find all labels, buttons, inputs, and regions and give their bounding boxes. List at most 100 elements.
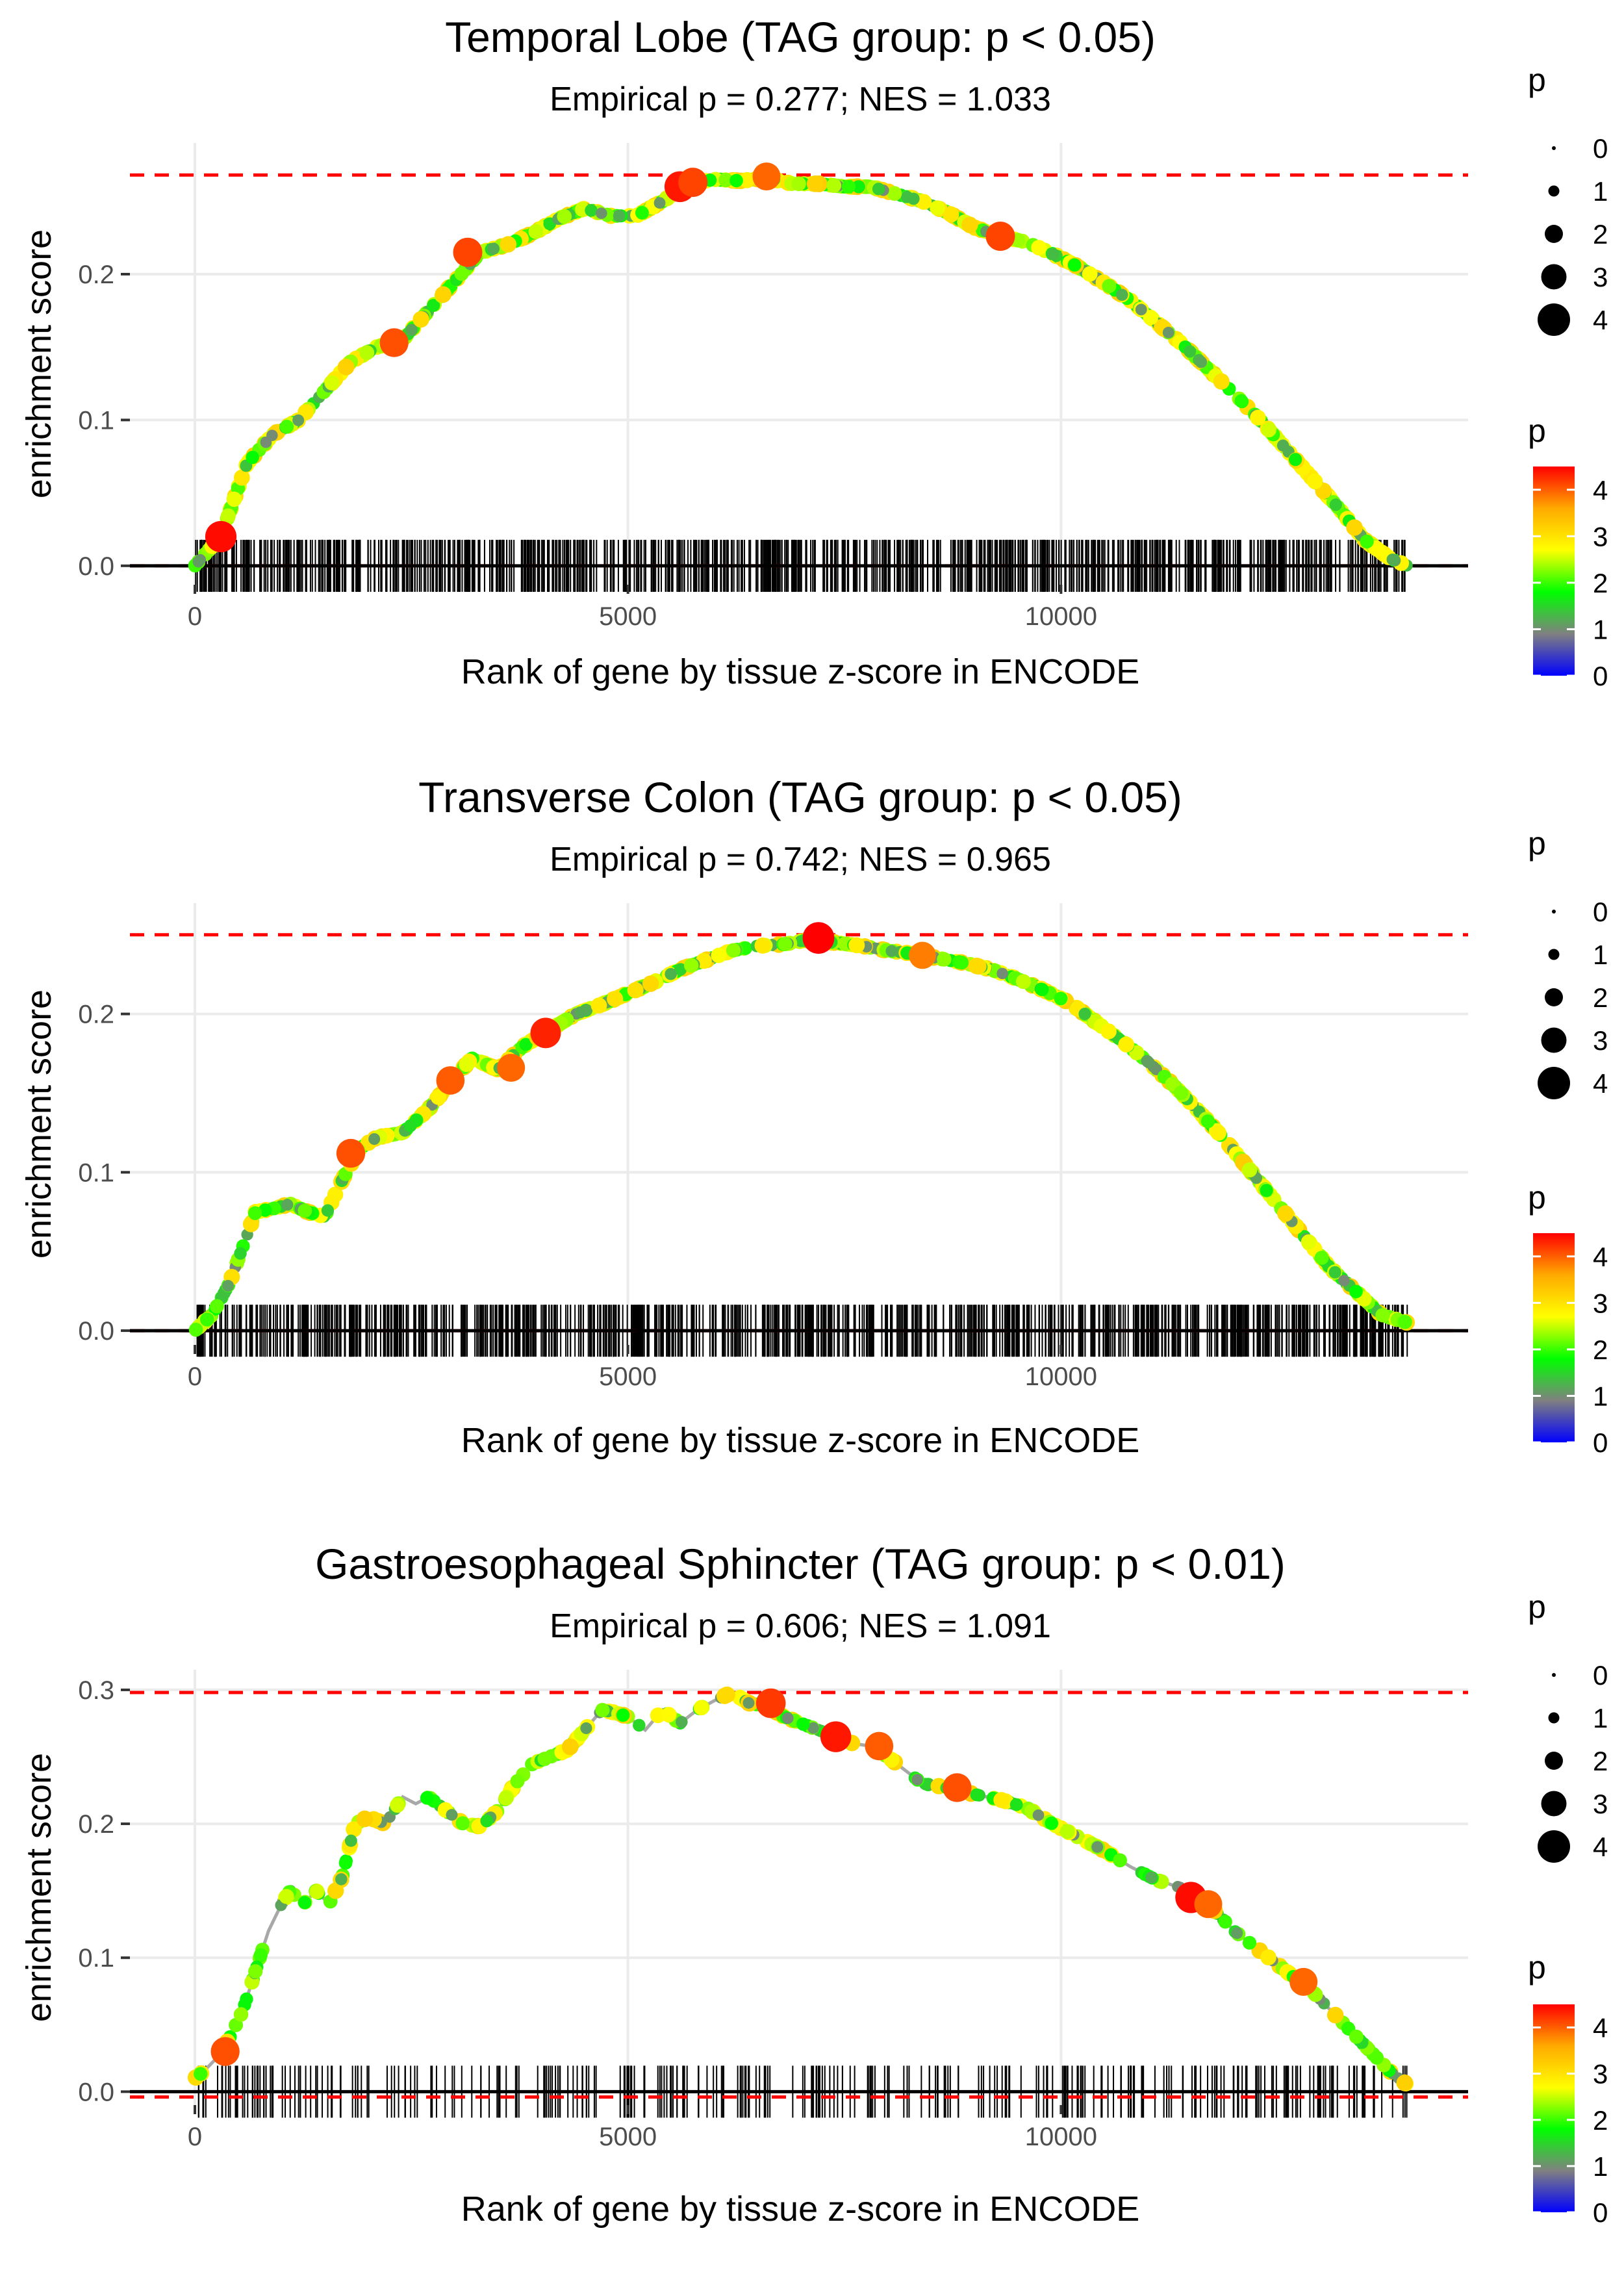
gene-point bbox=[537, 1752, 552, 1767]
size-legend-dot bbox=[1541, 1791, 1567, 1817]
gene-point bbox=[607, 990, 624, 1007]
gene-point bbox=[1067, 258, 1082, 272]
gene-point bbox=[961, 216, 978, 233]
gene-point bbox=[796, 1717, 810, 1731]
gene-point bbox=[368, 1133, 381, 1145]
size-legend-label: 2 bbox=[1593, 982, 1608, 1013]
gene-point bbox=[247, 1206, 262, 1220]
color-legend-bar bbox=[1533, 466, 1575, 676]
gene-point bbox=[1242, 1935, 1257, 1950]
size-legend-dot bbox=[1541, 264, 1567, 290]
size-legend-label: 0 bbox=[1593, 1660, 1608, 1691]
chart-panel-2: Transverse Colon (TAG group: p < 0.05) Em… bbox=[19, 773, 1608, 1460]
chart-subtitle: Empirical p = 0.277; NES = 1.033 bbox=[550, 81, 1051, 118]
y-tick-label: 0.1 bbox=[78, 1944, 114, 1973]
gene-point bbox=[653, 197, 666, 209]
gene-point bbox=[1213, 373, 1230, 390]
gene-point bbox=[1386, 553, 1399, 566]
gene-point bbox=[281, 1199, 294, 1211]
chart-title: Gastroesophageal Sphincter (TAG group: p… bbox=[315, 1540, 1286, 1588]
gene-point bbox=[430, 1089, 447, 1105]
color-legend-label: 0 bbox=[1593, 2197, 1608, 2228]
gene-point bbox=[480, 1814, 494, 1828]
highlight-point bbox=[985, 222, 1015, 251]
gene-point bbox=[1173, 1085, 1189, 1101]
size-legend-label: 2 bbox=[1593, 1746, 1608, 1776]
highlight-point bbox=[1194, 1890, 1223, 1919]
color-legend-title: p bbox=[1528, 1949, 1546, 1986]
y-tick-label: 0.2 bbox=[78, 1001, 114, 1029]
highlight-point bbox=[1289, 1967, 1318, 1996]
gene-point bbox=[338, 1856, 353, 1870]
gene-point bbox=[595, 1702, 610, 1718]
color-legend: p 4 3 2 1 0 bbox=[1528, 1949, 1608, 2228]
gene-point bbox=[1054, 991, 1068, 1006]
gene-point bbox=[1349, 1284, 1363, 1299]
x-tick-label: 0 bbox=[188, 2123, 202, 2151]
gene-point bbox=[226, 491, 242, 507]
gene-point bbox=[337, 359, 355, 376]
size-legend-label: 2 bbox=[1593, 219, 1608, 249]
color-legend-label: 3 bbox=[1593, 1288, 1608, 1318]
gene-point bbox=[791, 176, 806, 192]
size-legend-dot bbox=[1541, 1027, 1567, 1053]
gene-point bbox=[885, 945, 898, 958]
gene-point bbox=[405, 324, 418, 336]
y-tick-label: 0.0 bbox=[78, 552, 114, 581]
gene-point bbox=[420, 1791, 434, 1805]
size-legend-label: 0 bbox=[1593, 133, 1608, 164]
gene-point bbox=[915, 194, 932, 210]
x-tick-label: 0 bbox=[188, 1362, 202, 1391]
color-legend-label: 4 bbox=[1593, 1242, 1608, 1272]
y-tick-label: 0.0 bbox=[78, 2078, 114, 2106]
gene-point bbox=[595, 207, 607, 220]
gene-point bbox=[209, 1299, 224, 1314]
gene-point bbox=[1082, 266, 1098, 282]
gene-point bbox=[455, 1816, 470, 1831]
gene-point bbox=[1078, 1008, 1091, 1021]
gene-point bbox=[970, 1788, 983, 1802]
gene-point bbox=[1047, 248, 1059, 261]
gene-point bbox=[188, 1322, 203, 1337]
x-tick-label: 5000 bbox=[599, 1362, 657, 1391]
x-axis-title: Rank of gene by tissue z-score in ENCODE bbox=[461, 652, 1139, 691]
highlight-point bbox=[436, 1066, 465, 1095]
gene-point bbox=[635, 205, 649, 220]
chart-panel-1: Temporal Lobe (TAG group: p < 0.05) Empir… bbox=[19, 13, 1608, 691]
highlight-point bbox=[909, 941, 936, 969]
gene-point bbox=[1242, 1162, 1258, 1178]
color-legend-bar bbox=[1533, 1233, 1575, 1442]
size-legend-label: 3 bbox=[1593, 1025, 1608, 1056]
color-legend-title: p bbox=[1528, 1179, 1546, 1216]
gene-point bbox=[911, 1774, 923, 1785]
highlight-point bbox=[497, 1053, 526, 1082]
gene-point bbox=[459, 1056, 474, 1072]
gene-point bbox=[826, 178, 842, 193]
y-axis-title: enrichment score bbox=[19, 229, 58, 498]
gene-point bbox=[580, 1722, 592, 1735]
gene-point bbox=[1118, 1036, 1134, 1053]
y-tick-label: 0.2 bbox=[78, 1810, 114, 1839]
gene-point bbox=[872, 183, 885, 196]
gene-point bbox=[616, 1708, 630, 1722]
gene-point bbox=[390, 1797, 405, 1813]
size-legend-title: p bbox=[1528, 62, 1546, 98]
gene-point bbox=[298, 1896, 312, 1910]
highlight-point bbox=[336, 1138, 366, 1168]
gene-point bbox=[1115, 288, 1128, 301]
gene-point bbox=[240, 1992, 253, 2006]
gene-point bbox=[1346, 519, 1363, 536]
chart-subtitle: Empirical p = 0.606; NES = 1.091 bbox=[550, 1607, 1051, 1645]
gene-point bbox=[1328, 1266, 1341, 1279]
enrichment-score-line bbox=[194, 1691, 1409, 2087]
color-legend-label: 2 bbox=[1593, 568, 1608, 598]
gene-point bbox=[435, 286, 451, 303]
gene-point bbox=[1135, 303, 1147, 316]
gene-point bbox=[519, 1038, 533, 1051]
gene-point bbox=[574, 1006, 587, 1019]
gene-point bbox=[321, 1204, 335, 1217]
size-legend-dot bbox=[1538, 1067, 1570, 1099]
gene-point bbox=[937, 952, 952, 967]
gene-point bbox=[1031, 240, 1047, 256]
